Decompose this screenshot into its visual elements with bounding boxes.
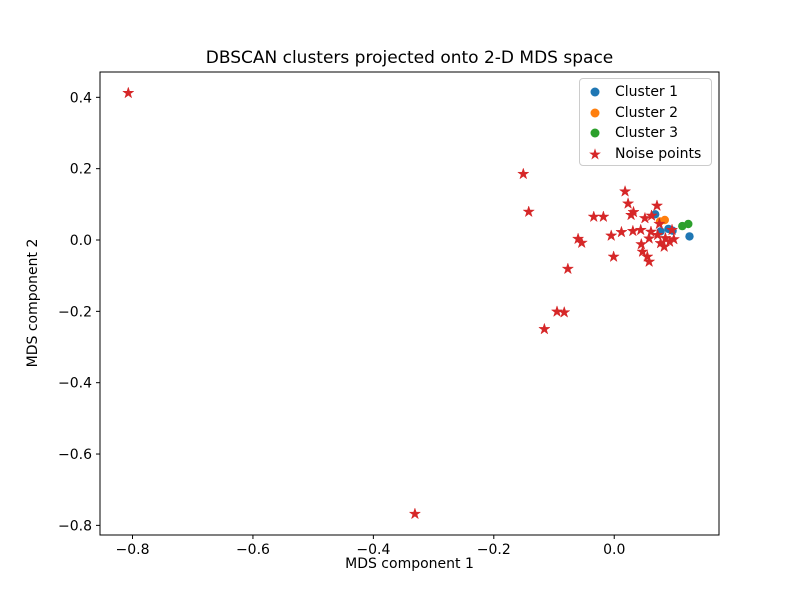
point-noise-points	[653, 217, 666, 230]
legend-label: Noise points	[615, 145, 702, 162]
x-tick-label: −0.6	[236, 542, 270, 558]
legend-star-icon	[589, 148, 601, 160]
point-noise-points	[408, 507, 422, 520]
point-noise-points	[604, 229, 618, 242]
legend-marker	[590, 108, 600, 118]
legend-label: Cluster 3	[615, 125, 679, 142]
point-noise-points	[597, 210, 610, 223]
legend-circle-icon	[590, 128, 600, 138]
point-noise-points	[642, 231, 656, 244]
y-axis-label: MDS component 2	[25, 239, 41, 368]
legend: Cluster 1 Cluster 2 Cluster 3 Noise points	[579, 78, 712, 166]
y-axis-ticks: 0.4 0.2 0.0 −0.2 −0.4 −0.6 −0.8	[58, 90, 100, 534]
x-tick-label: −0.8	[116, 542, 150, 558]
y-tick-label: −0.2	[58, 304, 92, 320]
plot-frame	[99, 71, 720, 536]
point-noise-points	[522, 205, 536, 218]
y-tick-label: 0.2	[70, 162, 92, 178]
legend-item-cluster-3: Cluster 3	[580, 123, 711, 144]
point-noise-points	[644, 225, 658, 238]
legend-label: Cluster 1	[615, 84, 679, 101]
legend-label: Cluster 2	[615, 104, 679, 121]
y-tick-label: 0.4	[70, 90, 92, 106]
point-noise-points	[650, 199, 664, 212]
point-noise-points	[550, 305, 564, 318]
point-noise-points	[561, 262, 575, 275]
x-axis-ticks: −0.8 −0.6 −0.4 −0.2 0.0	[116, 535, 625, 558]
point-cluster-3	[684, 219, 693, 229]
x-tick-label: −0.2	[477, 542, 511, 558]
legend-marker	[590, 128, 600, 138]
legend-marker	[589, 148, 601, 160]
point-noise-points	[627, 205, 640, 218]
point-noise-points	[517, 167, 530, 180]
point-noise-points	[615, 225, 628, 238]
x-tick-label: −0.4	[356, 542, 390, 558]
y-tick-label: −0.4	[58, 376, 92, 392]
point-noise-points	[626, 224, 640, 237]
data-points	[122, 86, 694, 520]
point-cluster-1	[685, 232, 694, 241]
legend-marker	[590, 87, 600, 97]
point-noise-points	[618, 184, 632, 197]
chart-title: DBSCAN clusters projected onto 2-D MDS s…	[206, 48, 614, 68]
point-noise-points	[636, 245, 649, 258]
legend-circle-icon	[590, 87, 600, 97]
point-noise-points	[651, 228, 664, 241]
point-noise-points	[641, 250, 654, 263]
point-noise-points	[667, 232, 681, 245]
point-noise-points	[557, 305, 571, 318]
point-noise-points	[607, 250, 620, 263]
legend-item-cluster-1: Cluster 1	[580, 82, 711, 103]
y-tick-label: −0.8	[58, 518, 92, 534]
point-noise-points	[575, 236, 588, 249]
x-axis-label: MDS component 1	[345, 556, 474, 572]
legend-item-noise-points: Noise points	[580, 144, 711, 165]
point-noise-points	[635, 237, 648, 250]
point-noise-points	[665, 223, 679, 236]
point-noise-points	[621, 197, 635, 209]
legend-item-cluster-2: Cluster 2	[580, 103, 711, 124]
point-noise-points	[638, 211, 652, 224]
point-noise-points	[538, 322, 551, 335]
point-noise-points	[642, 255, 656, 268]
x-tick-label: 0.0	[603, 542, 625, 558]
y-tick-label: 0.0	[70, 233, 92, 249]
point-noise-points	[587, 210, 601, 223]
point-noise-points	[645, 209, 658, 222]
legend-circle-icon	[590, 108, 600, 118]
point-noise-points	[122, 86, 135, 99]
y-tick-label: −0.6	[58, 447, 92, 463]
point-noise-points	[634, 223, 648, 236]
